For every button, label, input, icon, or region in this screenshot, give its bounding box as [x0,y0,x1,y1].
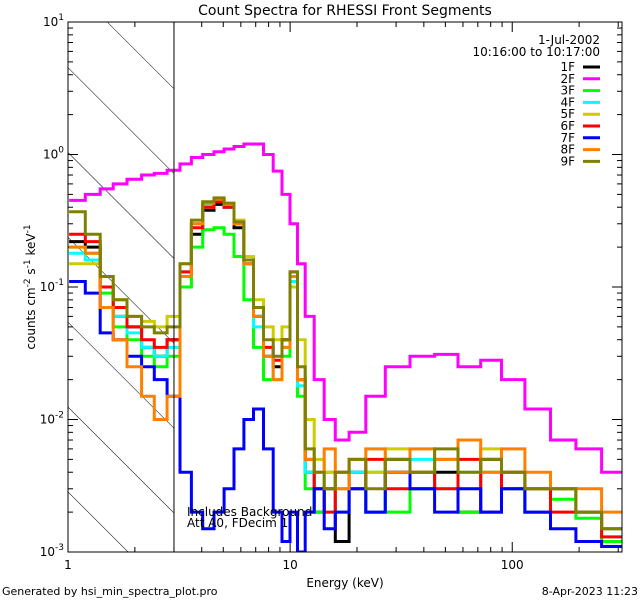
y-tick-label: 100 [43,146,64,162]
chart-title: Count Spectra for RHESSI Front Segments [198,3,492,19]
series-line-9F [69,196,622,531]
series-line-7F [69,280,622,552]
annotation-background: Includes Background [187,505,312,519]
y-tick-label: 10-1 [40,278,64,294]
legend-label: 8F [560,143,575,157]
annotation-attenuator: Att A0, FDecim 1 [187,516,288,530]
footer-timestamp: 8-Apr-2023 11:23 [542,585,638,598]
x-tick-label: 100 [501,558,524,572]
legend-label: 7F [560,131,575,145]
legend-label: 2F [560,72,575,86]
legend-label: 1F [560,60,575,74]
plot-frame [67,21,623,553]
footer-generated-by: Generated by hsi_min_spectra_plot.pro [2,585,218,598]
y-axis-label: counts cm-2 s-1 keV-1 [23,224,38,349]
legend-label: 3F [560,84,575,98]
legend-label: 9F [560,154,575,168]
y-tick-label: 10-2 [40,411,64,427]
x-tick-label: 1 [64,558,72,572]
time-range-label: 10:16:00 to 10:17:00 [473,45,600,59]
date-label: 1-Jul-2002 [538,33,600,47]
y-tick-label: 101 [43,13,64,29]
legend-label: 6F [560,119,575,133]
y-tick-label: 10-3 [40,543,64,559]
legend-label: 5F [560,107,575,121]
x-tick-label: 10 [282,558,297,572]
legend-label: 4F [560,95,575,109]
series-line-2F [69,142,622,474]
x-axis-label: Energy (keV) [306,576,383,590]
